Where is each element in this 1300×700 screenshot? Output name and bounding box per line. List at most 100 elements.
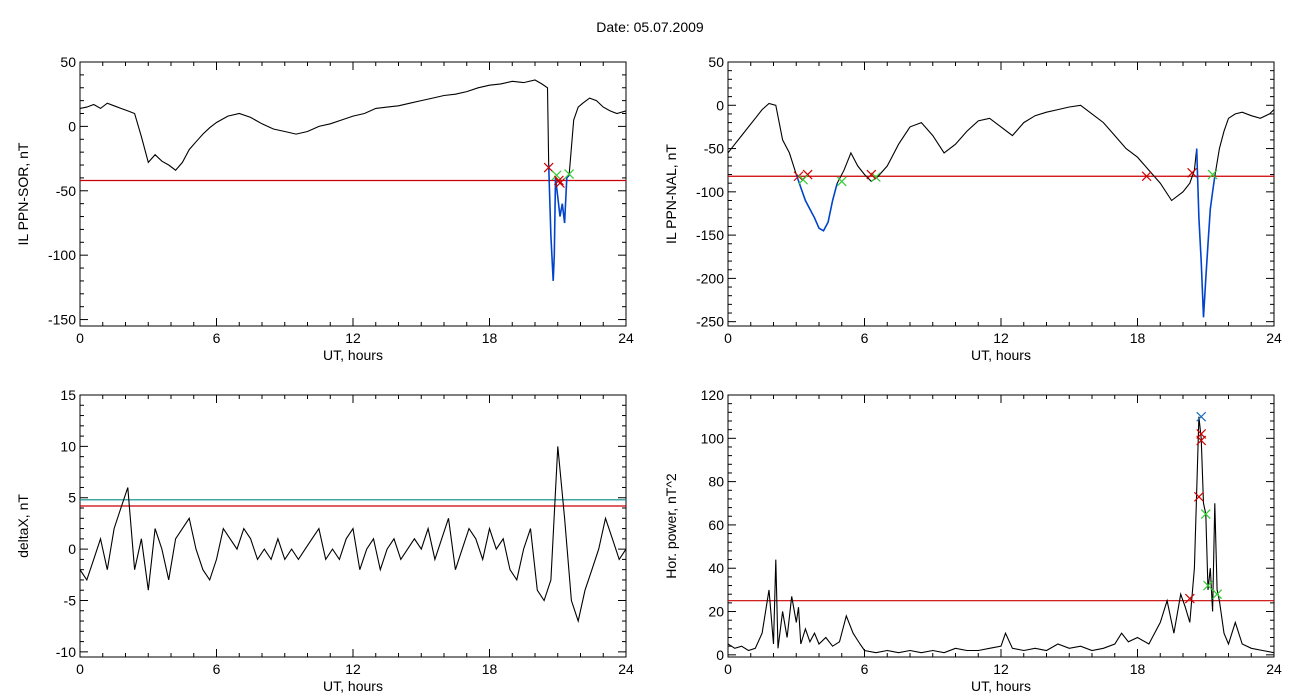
marker-red [1141,171,1152,182]
series-line-black [1214,109,1274,177]
marker-green [798,174,808,185]
plot-area [80,446,626,624]
x-tick-label: 18 [1130,661,1146,677]
y-tick-label: -150 [696,227,724,243]
marker-stroke [1194,491,1204,502]
plot-frame [79,394,627,658]
marker-green [836,176,847,187]
x-tick-label: 18 [482,661,498,677]
y-tick-label: -250 [696,314,724,330]
x-tick-label: 12 [345,661,361,677]
x-tick-label: 24 [1266,330,1282,346]
series-line-blue [547,164,570,281]
y-tick-label: 80 [708,474,724,490]
plot-frame [79,61,627,327]
y-tick-label: -200 [696,270,724,286]
marker-stroke [1196,435,1207,446]
plot-area [80,79,626,281]
x-axis-label: UT, hours [323,678,383,694]
series-line-black [568,97,626,176]
marker-red [553,175,564,186]
y-tick-label: 100 [701,430,725,446]
y-axis-label: deltaX, nT [15,494,31,558]
y-tick-label: 5 [68,490,76,506]
marker-red [555,178,565,188]
marker-stroke [1203,580,1213,591]
y-axis-label: IL PPN-NAL, nT [663,144,679,244]
chart-panel-3: 0 6 12 18 24 15 10 5 0 -5 -10 UT, hours deltaX, nT [15,387,634,694]
y-tick-label: 50 [708,54,724,70]
chart-panel-4: 0 6 12 18 24 120 100 80 60 40 20 0 UT, hours Hor. pow… [663,387,1282,694]
y-tick-label: 15 [60,387,76,403]
x-tick-label: 0 [724,330,732,346]
x-tick-label: 0 [724,661,732,677]
y-tick-label: -100 [48,247,76,263]
y-tick-label: -5 [64,592,77,608]
marker-red [1196,435,1207,446]
marker-red [1187,167,1198,178]
marker-stroke [836,176,847,187]
x-axis-label: UT, hours [323,347,383,363]
y-tick-label: -100 [696,184,724,200]
x-tick-label: 0 [76,330,84,346]
x-tick-label: 24 [618,330,634,346]
y-tick-label: 0 [716,647,724,663]
marker-stroke [1212,589,1223,600]
marker-green [1203,580,1213,591]
series-line-black [728,416,1274,654]
y-tick-label: -150 [48,312,76,328]
y-tick-label: 120 [701,387,725,403]
series-line-blue [795,174,838,232]
marker-red [1184,593,1195,604]
marker-stroke [1207,169,1218,180]
x-tick-label: 24 [1266,661,1282,677]
y-tick-label: 20 [708,604,724,620]
x-tick-label: 12 [345,330,361,346]
x-tick-label: 6 [213,330,221,346]
marker-stroke [866,169,877,180]
y-tick-label: -50 [56,183,76,199]
marker-stroke [870,172,881,183]
marker-stroke [553,175,564,186]
y-tick-label: 0 [68,541,76,557]
marker-stroke [1187,167,1198,178]
y-axis-label: IL PPN-SOR, nT [15,142,31,245]
y-tick-label: 50 [60,54,76,70]
marker-stroke [798,174,808,185]
marker-green [1200,509,1211,520]
x-tick-label: 6 [213,661,221,677]
y-axis-label: Hor. power, nT^2 [663,473,679,579]
y-tick-label: 10 [60,438,76,454]
y-tick-label: 0 [716,97,724,113]
series-line-black [728,102,797,175]
marker-stroke [1196,411,1207,422]
marker-stroke [543,162,554,173]
marker-stroke [1141,171,1152,182]
marker-green [870,172,881,183]
marker-green [551,170,562,181]
plot-area [728,411,1274,654]
marker-red [793,171,804,182]
marker-green [1207,169,1218,180]
marker-red [866,169,877,180]
series-line-black [836,104,1198,202]
series-line-black [80,79,550,171]
marker-blue [1196,411,1207,422]
x-axis-label: UT, hours [971,678,1031,694]
x-tick-label: 0 [76,661,84,677]
y-tick-label: -50 [704,141,724,157]
plot-frame [727,61,1275,327]
marker-red [1194,491,1204,502]
y-tick-label: -10 [56,644,76,660]
x-tick-label: 12 [993,661,1009,677]
marker-red [543,162,554,173]
x-tick-label: 6 [861,661,869,677]
figure-title: Date: 05.07.2009 [596,19,704,35]
y-tick-label: 40 [708,560,724,576]
x-tick-label: 18 [1130,330,1146,346]
x-tick-label: 6 [861,330,869,346]
y-tick-label: 0 [68,118,76,134]
x-tick-label: 12 [993,330,1009,346]
series-line-black [80,446,626,624]
